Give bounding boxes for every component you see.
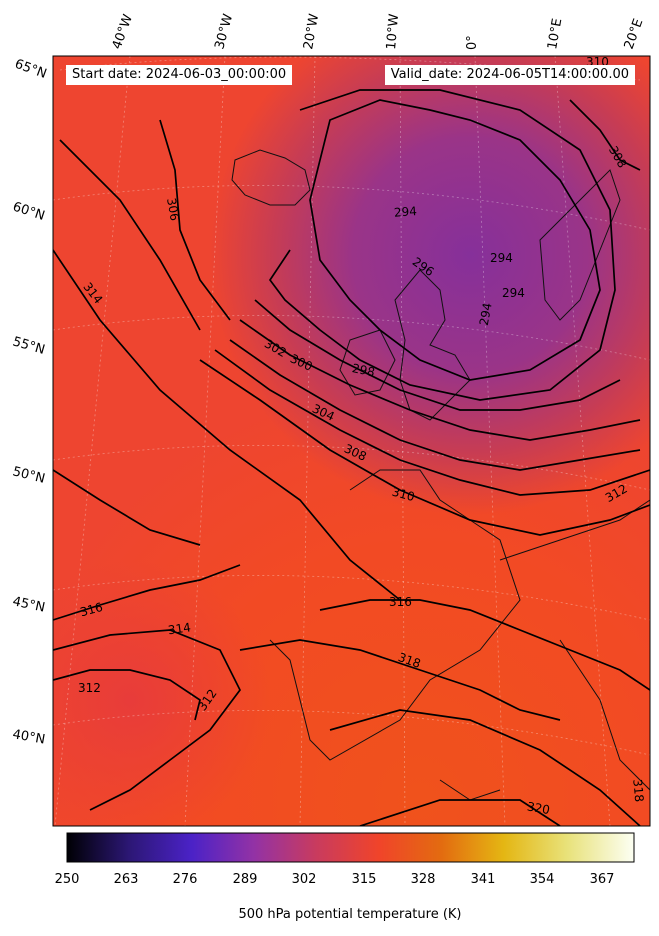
lon-label: 0° <box>465 35 480 50</box>
map-frame <box>52 55 651 827</box>
contour-label: 320 <box>526 799 551 817</box>
lon-label: 10°E <box>545 17 565 50</box>
colorbar-tick: 341 <box>470 872 496 887</box>
colorbar-label: 500 hPa potential temperature (K) <box>238 907 462 922</box>
contour-label: 316 <box>79 600 105 619</box>
lat-label: 40°N <box>11 727 46 747</box>
lon-label: 20°W <box>301 13 322 51</box>
latitude-labels: 65°N 60°N 55°N 50°N 45°N 40°N <box>11 57 49 748</box>
colorbar-tick: 354 <box>529 872 555 887</box>
colorbar-tick: 250 <box>54 872 80 887</box>
lat-label: 55°N <box>11 334 47 357</box>
lon-label: 20°E <box>622 17 647 52</box>
colorbar-tick: 263 <box>113 872 139 887</box>
longitude-labels: 40°W 30°W 20°W 10°W 0° 10°E 20°E <box>110 12 647 51</box>
colorbar <box>66 832 635 863</box>
contour-label: 306 <box>164 197 182 222</box>
colorbar-tick: 302 <box>291 872 317 887</box>
lat-label: 45°N <box>11 594 46 615</box>
contour-label: 316 <box>389 595 412 609</box>
contour-label: 294 <box>490 251 513 265</box>
lon-label: 30°W <box>212 12 236 51</box>
lon-label: 10°W <box>384 13 402 50</box>
colorbar-tick: 315 <box>351 872 377 887</box>
valid-date-label: Valid_date: 2024-06-05T14:00:00.00 <box>384 65 635 85</box>
contour-label: 314 <box>167 620 192 637</box>
coastlines <box>231 149 650 801</box>
contour-label: 294 <box>502 286 525 300</box>
contour-label: 298 <box>351 361 376 379</box>
start-date-label: Start date: 2024-06-03_00:00:00 <box>66 65 293 85</box>
colorbar-tick: 276 <box>172 872 198 887</box>
colorbar-tick: 367 <box>589 872 615 887</box>
colorbar-ticks: 250 263 276 289 302 315 328 341 354 367 <box>0 872 659 890</box>
contour-label: 318 <box>630 779 646 803</box>
contour-label: 294 <box>477 302 495 327</box>
contour-label: 294 <box>394 204 418 220</box>
colorbar-tick: 328 <box>410 872 436 887</box>
lat-label: 50°N <box>11 464 46 486</box>
contour-label: 312 <box>78 681 101 695</box>
colorbar-tick: 289 <box>232 872 258 887</box>
temperature-field: 306 314 302 300 304 308 310 298 294 296 … <box>53 56 650 826</box>
contour-lines <box>53 89 650 826</box>
lon-label: 40°W <box>110 12 136 51</box>
lat-label: 60°N <box>11 200 47 224</box>
lat-label: 65°N <box>13 57 49 82</box>
contour-label: 310 <box>391 485 417 504</box>
